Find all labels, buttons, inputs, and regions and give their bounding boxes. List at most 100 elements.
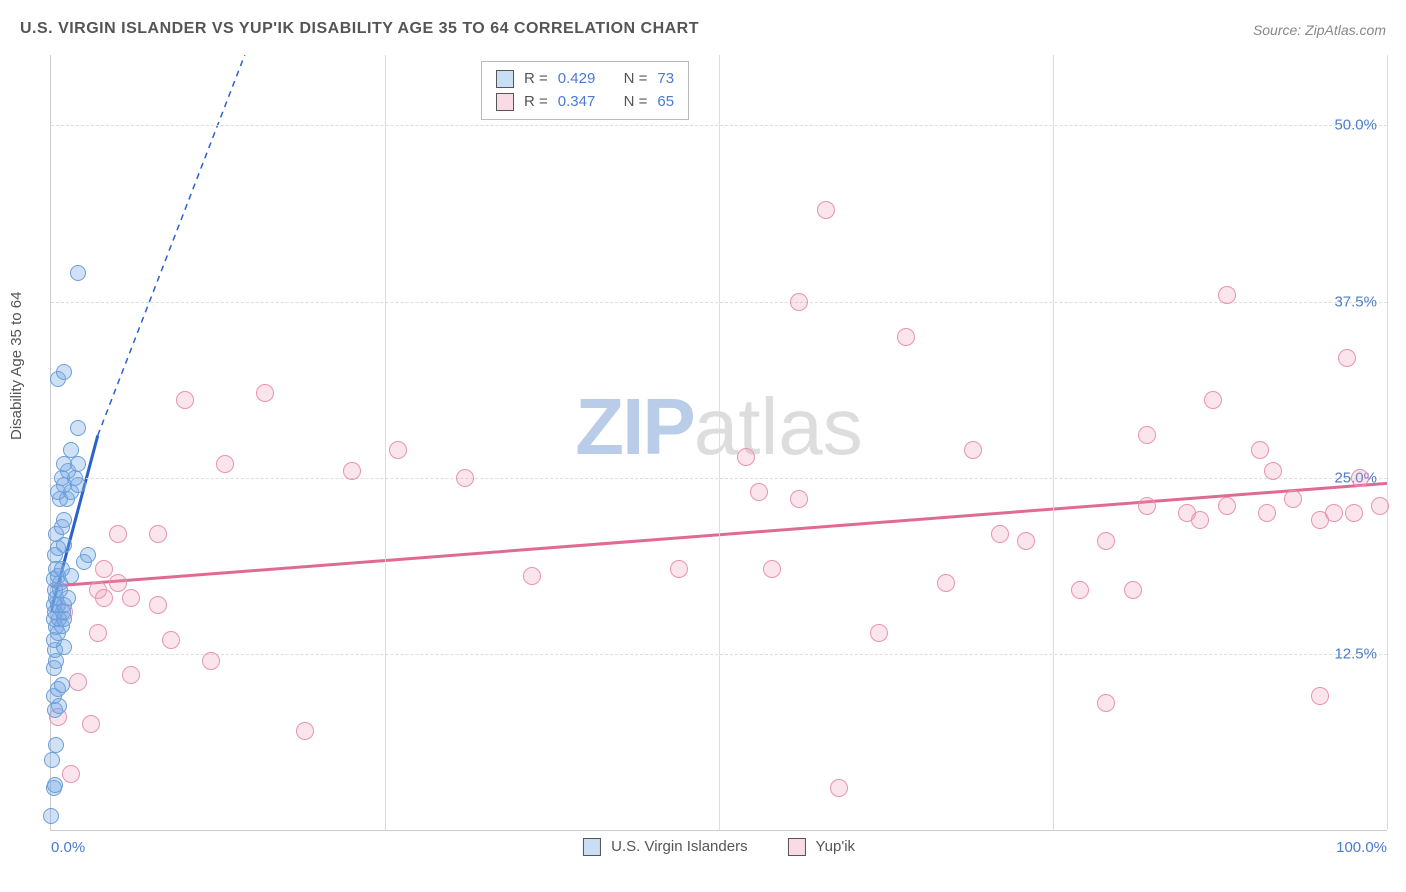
stats-r-label: R = (524, 68, 548, 91)
y-axis-label: Disability Age 35 to 64 (8, 292, 25, 440)
scatter-point-a (70, 456, 86, 472)
gridline-v (719, 55, 720, 830)
scatter-point-a (43, 808, 59, 824)
stats-row-a: R = 0.429 N = 73 (496, 68, 674, 91)
scatter-point-b (95, 589, 113, 607)
scatter-point-b (109, 574, 127, 592)
scatter-point-b (817, 201, 835, 219)
scatter-point-a (48, 737, 64, 753)
plot-area: ZIPatlas R = 0.429 N = 73 R = 0.347 N = … (50, 55, 1387, 831)
source-label: Source: ZipAtlas.com (1253, 22, 1386, 38)
scatter-point-a (56, 512, 72, 528)
scatter-point-b (737, 448, 755, 466)
scatter-point-b (1138, 426, 1156, 444)
scatter-point-b (1325, 504, 1343, 522)
legend-swatch-b (788, 838, 806, 856)
scatter-point-b (870, 624, 888, 642)
gridline-v (1387, 55, 1388, 830)
stats-r-value-b: 0.347 (558, 91, 596, 114)
scatter-point-b (1204, 391, 1222, 409)
scatter-point-a (70, 265, 86, 281)
scatter-point-b (1371, 497, 1389, 515)
scatter-point-b (62, 765, 80, 783)
scatter-point-b (202, 652, 220, 670)
x-tick-max: 100.0% (1336, 839, 1387, 856)
scatter-point-b (162, 631, 180, 649)
stats-swatch-b (496, 93, 514, 111)
scatter-point-b (1124, 581, 1142, 599)
scatter-point-b (176, 391, 194, 409)
scatter-point-b (523, 567, 541, 585)
gridline-v (1053, 55, 1054, 830)
scatter-point-b (1218, 286, 1236, 304)
scatter-point-b (1338, 349, 1356, 367)
y-tick-label: 37.5% (1334, 293, 1377, 310)
chart-title: U.S. VIRGIN ISLANDER VS YUP'IK DISABILIT… (20, 20, 699, 38)
y-tick-label: 12.5% (1334, 645, 1377, 662)
stats-row-b: R = 0.347 N = 65 (496, 91, 674, 114)
scatter-point-a (80, 547, 96, 563)
scatter-point-b (1311, 687, 1329, 705)
scatter-point-b (109, 525, 127, 543)
scatter-point-b (964, 441, 982, 459)
scatter-point-b (750, 483, 768, 501)
scatter-point-b (1071, 581, 1089, 599)
stats-r-value-a: 0.429 (558, 68, 596, 91)
scatter-point-b (830, 779, 848, 797)
scatter-point-b (216, 455, 234, 473)
stats-box: R = 0.429 N = 73 R = 0.347 N = 65 (481, 61, 689, 120)
scatter-point-b (1345, 504, 1363, 522)
watermark-bold: ZIP (575, 382, 693, 471)
scatter-point-b (149, 525, 167, 543)
scatter-point-b (937, 574, 955, 592)
scatter-point-b (790, 293, 808, 311)
stats-n-value-b: 65 (657, 91, 674, 114)
scatter-point-b (89, 624, 107, 642)
scatter-point-b (296, 722, 314, 740)
scatter-point-b (82, 715, 100, 733)
stats-n-value-a: 73 (657, 68, 674, 91)
gridline-v (385, 55, 386, 830)
scatter-point-b (1218, 497, 1236, 515)
y-tick-label: 50.0% (1334, 117, 1377, 134)
scatter-point-b (670, 560, 688, 578)
stats-r-label: R = (524, 91, 548, 114)
x-tick-min: 0.0% (51, 839, 85, 856)
scatter-point-b (1138, 497, 1156, 515)
scatter-point-a (63, 442, 79, 458)
scatter-point-a (56, 364, 72, 380)
scatter-point-b (991, 525, 1009, 543)
scatter-point-a (70, 420, 86, 436)
legend-item-b: Yup'ik (788, 838, 855, 856)
scatter-point-a (44, 752, 60, 768)
scatter-point-b (389, 441, 407, 459)
scatter-point-b (1258, 504, 1276, 522)
scatter-point-b (456, 469, 474, 487)
scatter-point-b (1017, 532, 1035, 550)
scatter-point-a (47, 777, 63, 793)
scatter-point-b (122, 666, 140, 684)
scatter-point-a (54, 561, 70, 577)
scatter-point-a (54, 677, 70, 693)
scatter-point-b (1251, 441, 1269, 459)
legend-label-a: U.S. Virgin Islanders (611, 838, 747, 855)
scatter-point-b (343, 462, 361, 480)
stats-n-label: N = (624, 68, 648, 91)
scatter-point-b (897, 328, 915, 346)
scatter-point-b (1284, 490, 1302, 508)
scatter-point-b (95, 560, 113, 578)
scatter-point-b (1097, 694, 1115, 712)
scatter-point-b (790, 490, 808, 508)
scatter-point-b (1097, 532, 1115, 550)
scatter-point-b (763, 560, 781, 578)
scatter-point-b (256, 384, 274, 402)
legend-item-a: U.S. Virgin Islanders (583, 838, 748, 856)
stats-n-label: N = (624, 91, 648, 114)
scatter-point-b (122, 589, 140, 607)
scatter-point-b (1264, 462, 1282, 480)
legend: U.S. Virgin Islanders Yup'ik (583, 838, 855, 856)
scatter-point-b (1351, 469, 1369, 487)
scatter-point-b (69, 673, 87, 691)
scatter-point-b (1191, 511, 1209, 529)
legend-swatch-a (583, 838, 601, 856)
